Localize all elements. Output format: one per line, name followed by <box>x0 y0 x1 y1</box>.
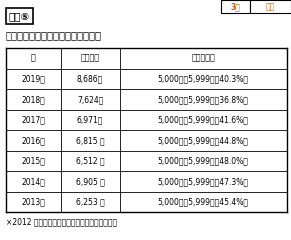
Text: 8,686円: 8,686円 <box>77 74 103 83</box>
Text: 5,000円～5,999円（41.6%）: 5,000円～5,999円（41.6%） <box>158 115 249 124</box>
Text: 2017年: 2017年 <box>21 115 45 124</box>
Text: ×2012 年は、平均予算額についての算出なし。: ×2012 年は、平均予算額についての算出なし。 <box>6 217 117 226</box>
Text: ・クリスマスプレゼントの平均予算: ・クリスマスプレゼントの平均予算 <box>6 30 102 40</box>
Text: 6,815 円: 6,815 円 <box>76 136 104 145</box>
Text: 参考⑤: 参考⑤ <box>9 11 30 21</box>
Text: 5,000円～5,999円（40.3%）: 5,000円～5,999円（40.3%） <box>158 74 249 83</box>
Text: 2014年: 2014年 <box>21 177 45 186</box>
Text: 6,905 円: 6,905 円 <box>76 177 104 186</box>
Text: 2015年: 2015年 <box>21 156 45 166</box>
Text: 平均予算: 平均予算 <box>81 54 100 63</box>
Bar <box>6 48 287 212</box>
Text: 3位: 3位 <box>231 2 241 11</box>
Text: 5,000円～5,999円（36.8%）: 5,000円～5,999円（36.8%） <box>158 95 249 104</box>
Text: 5,000円～5,999円（45.4%）: 5,000円～5,999円（45.4%） <box>158 198 249 207</box>
Text: 5,000円～5,999円（44.8%）: 5,000円～5,999円（44.8%） <box>158 136 249 145</box>
Bar <box>221 0 250 13</box>
Text: 2019年: 2019年 <box>21 74 45 83</box>
Text: 6,971円: 6,971円 <box>77 115 103 124</box>
Text: 2018年: 2018年 <box>21 95 45 104</box>
Text: 年: 年 <box>31 54 36 63</box>
Bar <box>250 0 291 13</box>
Text: 6,253 円: 6,253 円 <box>76 198 104 207</box>
Text: 7,624円: 7,624円 <box>77 95 103 104</box>
Text: 5,000円～5,999円（48.0%）: 5,000円～5,999円（48.0%） <box>158 156 249 166</box>
Text: 2013年: 2013年 <box>21 198 45 207</box>
Text: 6,512 円: 6,512 円 <box>76 156 104 166</box>
Text: 5,000円～5,999円（47.3%）: 5,000円～5,999円（47.3%） <box>158 177 249 186</box>
Text: ケー: ケー <box>266 2 275 11</box>
Text: 最多価格帯: 最多価格帯 <box>191 54 215 63</box>
Text: 2016年: 2016年 <box>21 136 45 145</box>
